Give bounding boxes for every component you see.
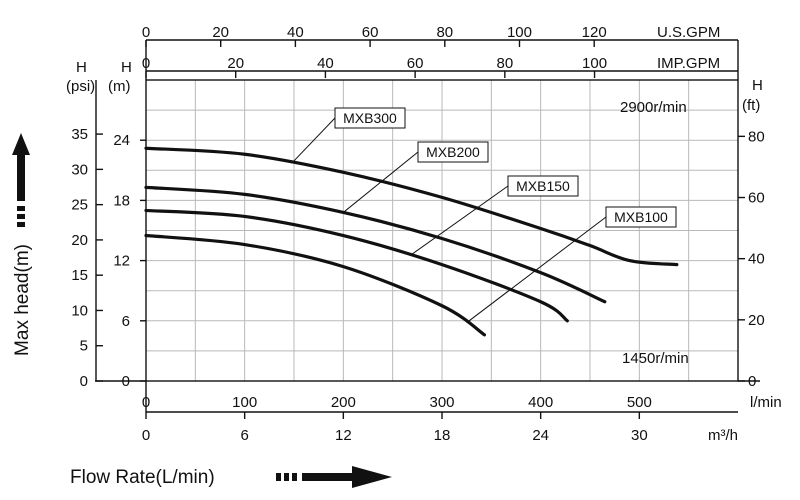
axes: [95, 39, 760, 419]
tick-label-m3h: 6: [240, 427, 248, 444]
y-m-title: H: [121, 59, 132, 76]
plot-frame: [145, 79, 739, 382]
tick-label-lmin: 100: [232, 394, 257, 411]
tick-label-lmin: 200: [331, 394, 356, 411]
tick-label-impgpm: 100: [582, 55, 607, 72]
tick-label-usgpm: 40: [287, 24, 304, 41]
tick-label-impgpm: 40: [317, 55, 334, 72]
tick-label-psi: 0: [80, 373, 88, 390]
leader-mxb100: [466, 216, 607, 324]
y-psi-title: H: [76, 59, 87, 76]
y-axis-title: Max head(m): [12, 244, 33, 356]
tick-label-ft: 40: [748, 251, 765, 268]
tick-label-usgpm: 120: [582, 24, 607, 41]
tick-label-m3h: 12: [335, 427, 352, 444]
tick-label-impgpm: 60: [407, 55, 424, 72]
tick-label-psi: 25: [71, 197, 88, 214]
tick-labels: H (psi) H (m) H (ft) 0 6 12 18 24 0 5 10 15 20 25 30 35 0 20…: [66, 24, 782, 444]
series-label-mxb150: MXB150: [516, 178, 570, 194]
tick-label-ft: 60: [748, 190, 765, 207]
tick-label-psi: 20: [71, 232, 88, 249]
label-box-mxb200: [417, 141, 489, 163]
tick-label-lmin: 400: [528, 394, 553, 411]
tick-label-usgpm: 60: [362, 24, 379, 41]
x-axis-title: Flow Rate(L/min): [70, 467, 215, 488]
y-m-unit: (m): [108, 78, 131, 95]
tick-label-lmin: 0: [142, 394, 150, 411]
label-box-mxb150: [507, 175, 579, 197]
curve-mxb100: [144, 233, 487, 337]
tick-label-usgpm: 80: [436, 24, 453, 41]
leader-mxb150: [410, 185, 509, 256]
curve-mxb300: [144, 146, 679, 267]
curves: [144, 146, 679, 337]
tick-label-m3h: 24: [532, 427, 549, 444]
label-box-mxb300: [334, 107, 406, 129]
leader-mxb200: [343, 151, 419, 213]
curve-mxb200: [144, 185, 607, 304]
y-ft-title: H: [752, 77, 763, 94]
curve-mxb150: [144, 208, 569, 323]
y-ft-unit: (ft): [742, 97, 760, 114]
unit-label-usgpm: U.S.GPM: [657, 24, 720, 41]
tick-label-impgpm: 20: [227, 55, 244, 72]
tick-label-usgpm: 20: [212, 24, 229, 41]
tick-label-psi: 15: [71, 267, 88, 284]
tick-label-psi: 10: [71, 302, 88, 319]
tick-label-m3h: 0: [142, 427, 150, 444]
tick-label-lmin: 300: [429, 394, 454, 411]
y-psi-unit: (psi): [66, 78, 95, 95]
tick-label-psi: 30: [71, 161, 88, 178]
tick-label-ft: 0: [748, 373, 756, 390]
tick-label-usgpm: 100: [507, 24, 532, 41]
tick-label-psi: 35: [71, 126, 88, 143]
arrow-up-icon: [12, 133, 30, 227]
series-label-mxb300: MXB300: [343, 110, 397, 126]
arrow-right-icon: [276, 466, 392, 488]
tick-label-psi: 5: [80, 338, 88, 355]
unit-label-m3h: m³/h: [708, 427, 738, 444]
tick-label-m3h: 30: [631, 427, 648, 444]
tick-label-m: 18: [113, 192, 130, 209]
tick-label-impgpm: 80: [496, 55, 513, 72]
tick-label-ft: 80: [748, 128, 765, 145]
tick-label-m: 0: [122, 373, 130, 390]
series-label-mxb100: MXB100: [614, 209, 668, 225]
tick-label-lmin: 500: [627, 394, 652, 411]
speed-label-high: 2900r/min: [620, 99, 687, 116]
tick-label-usgpm: 0: [142, 24, 150, 41]
tick-label-m: 12: [113, 253, 130, 270]
tick-label-m: 24: [113, 132, 130, 149]
speed-label-low: 1450r/min: [622, 350, 689, 367]
unit-label-impgpm: IMP.GPM: [657, 55, 720, 72]
leader-mxb300: [291, 117, 336, 164]
unit-label-lmin: l/min: [750, 394, 782, 411]
tick-label-impgpm: 0: [142, 55, 150, 72]
tick-label-m: 6: [122, 313, 130, 330]
label-box-mxb100: [605, 206, 677, 228]
series-labels: MXB300 MXB200 MXB150 MXB100: [291, 107, 677, 324]
series-label-mxb200: MXB200: [426, 144, 480, 160]
tick-label-m3h: 18: [434, 427, 451, 444]
tick-label-ft: 20: [748, 312, 765, 329]
grid-lines: [145, 79, 739, 382]
